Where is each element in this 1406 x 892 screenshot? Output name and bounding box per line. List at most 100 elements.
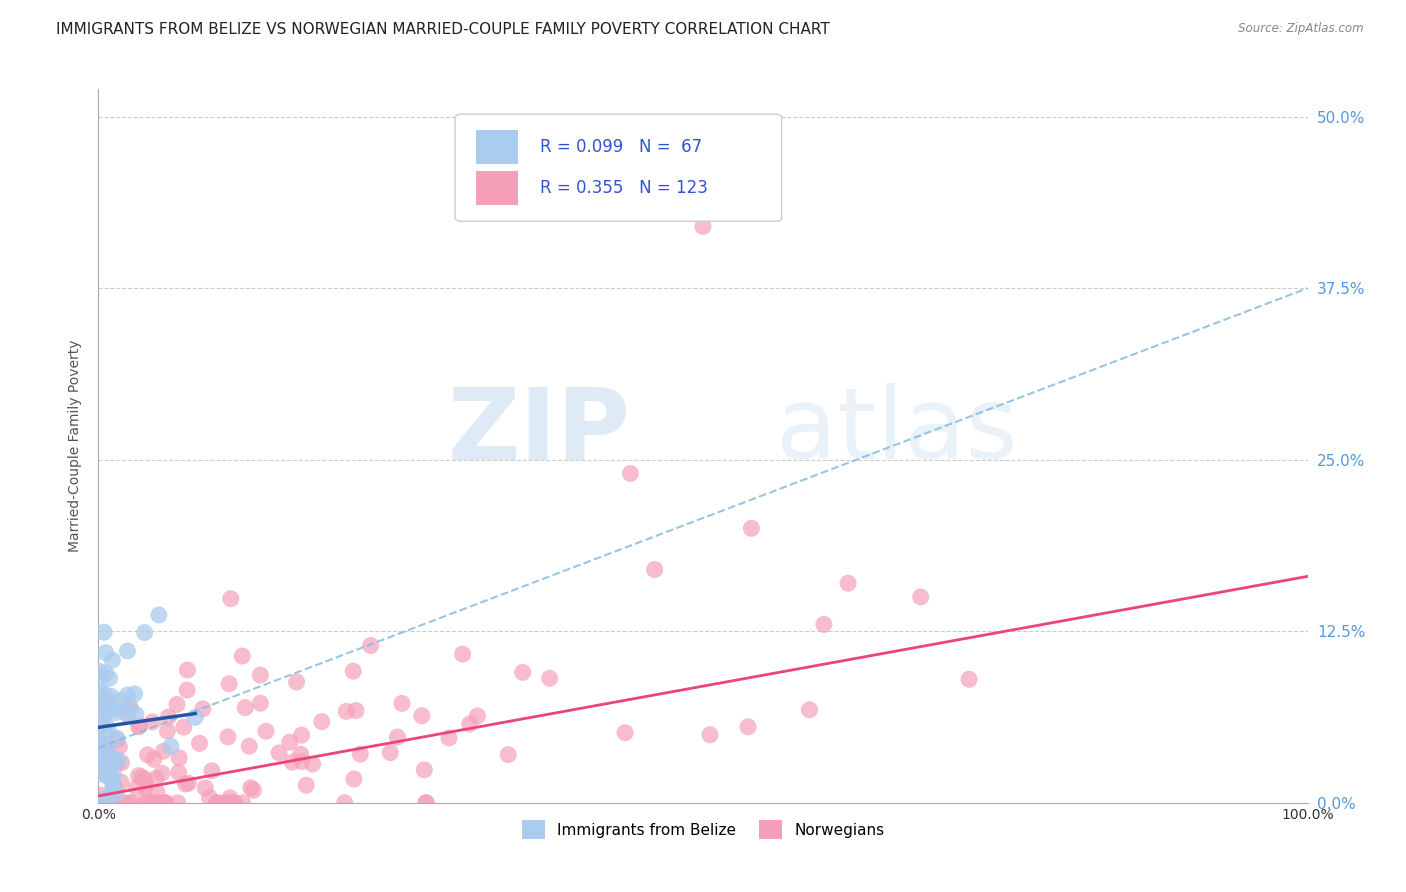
Point bbox=[231, 796, 253, 810]
Point bbox=[94, 666, 117, 681]
Point bbox=[94, 646, 117, 660]
Point bbox=[128, 719, 150, 733]
Point bbox=[176, 663, 198, 677]
Point bbox=[145, 796, 167, 810]
Point bbox=[692, 219, 714, 234]
Point bbox=[458, 717, 481, 731]
Point bbox=[411, 708, 433, 723]
Point bbox=[166, 698, 188, 712]
Point bbox=[97, 739, 120, 754]
Point bbox=[101, 757, 124, 772]
Point bbox=[224, 796, 246, 810]
Point bbox=[105, 786, 128, 800]
Point bbox=[837, 576, 859, 591]
Point bbox=[128, 720, 150, 734]
Point bbox=[91, 764, 114, 778]
Point bbox=[740, 521, 762, 535]
Point bbox=[176, 683, 198, 698]
Text: ZIP: ZIP bbox=[447, 384, 630, 480]
Point bbox=[93, 794, 115, 808]
FancyBboxPatch shape bbox=[475, 130, 517, 164]
Point bbox=[93, 796, 115, 810]
Point bbox=[93, 625, 115, 640]
Point bbox=[94, 748, 117, 763]
Point bbox=[146, 785, 169, 799]
Point bbox=[103, 796, 125, 810]
Point bbox=[101, 774, 124, 789]
Point bbox=[737, 720, 759, 734]
Point bbox=[97, 694, 120, 708]
Point bbox=[391, 697, 413, 711]
Point bbox=[238, 739, 260, 754]
Point bbox=[198, 790, 221, 805]
Point bbox=[214, 796, 236, 810]
Point bbox=[96, 792, 118, 806]
Point bbox=[166, 796, 188, 810]
Point bbox=[957, 673, 980, 687]
Point bbox=[136, 747, 159, 762]
Point bbox=[93, 698, 115, 713]
Point bbox=[96, 796, 118, 810]
Point bbox=[96, 757, 118, 772]
Point bbox=[343, 772, 366, 786]
Point bbox=[290, 747, 312, 762]
Point bbox=[96, 790, 118, 805]
Point bbox=[242, 783, 264, 797]
Point bbox=[117, 796, 139, 810]
Point bbox=[104, 706, 127, 720]
Point bbox=[141, 796, 163, 810]
Point bbox=[103, 768, 125, 782]
Point bbox=[218, 796, 240, 810]
Point bbox=[94, 757, 117, 772]
Point bbox=[184, 710, 207, 724]
Point bbox=[619, 467, 641, 481]
Point bbox=[191, 702, 214, 716]
Point bbox=[87, 796, 110, 810]
Point bbox=[91, 767, 114, 781]
Point bbox=[93, 709, 115, 723]
Point bbox=[90, 751, 112, 765]
FancyBboxPatch shape bbox=[456, 114, 782, 221]
Point bbox=[117, 644, 139, 658]
Point bbox=[167, 765, 190, 780]
Point bbox=[344, 704, 367, 718]
Point bbox=[91, 796, 114, 810]
Point bbox=[94, 796, 117, 810]
Point bbox=[699, 728, 721, 742]
Point bbox=[254, 724, 277, 739]
Point bbox=[90, 737, 112, 751]
Point bbox=[90, 796, 112, 810]
Point bbox=[194, 780, 217, 795]
Point bbox=[146, 796, 169, 810]
Point bbox=[167, 751, 190, 765]
Point bbox=[101, 653, 124, 667]
Point bbox=[207, 796, 229, 810]
Point bbox=[89, 788, 111, 802]
Point bbox=[614, 725, 637, 739]
Point bbox=[333, 796, 356, 810]
Point bbox=[96, 756, 118, 771]
Point bbox=[349, 747, 371, 761]
Point bbox=[124, 687, 146, 701]
Point bbox=[910, 590, 932, 604]
Point bbox=[219, 591, 242, 606]
Point bbox=[219, 791, 242, 805]
Point bbox=[141, 714, 163, 729]
Point bbox=[105, 756, 128, 771]
Point bbox=[110, 775, 132, 789]
Point bbox=[278, 735, 301, 749]
Point bbox=[249, 668, 271, 682]
Point bbox=[125, 780, 148, 795]
Point bbox=[134, 796, 156, 810]
Point bbox=[281, 755, 304, 769]
Point bbox=[136, 794, 159, 808]
Point bbox=[101, 796, 124, 810]
Point bbox=[103, 752, 125, 766]
Point bbox=[134, 625, 156, 640]
Point bbox=[145, 772, 167, 786]
Point bbox=[342, 664, 364, 678]
Point bbox=[188, 736, 211, 750]
Point bbox=[156, 724, 179, 739]
Point bbox=[285, 675, 308, 690]
Point bbox=[91, 693, 114, 707]
